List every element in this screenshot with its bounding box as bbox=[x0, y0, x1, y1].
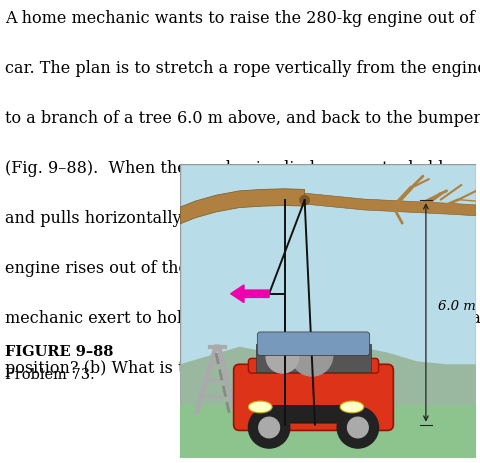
Text: (Fig. 9–88).  When the mechanic climbs up a stepladder: (Fig. 9–88). When the mechanic climbs up… bbox=[5, 160, 460, 177]
Circle shape bbox=[299, 195, 309, 205]
Polygon shape bbox=[180, 189, 304, 224]
Polygon shape bbox=[304, 193, 475, 216]
FancyBboxPatch shape bbox=[267, 406, 359, 423]
FancyBboxPatch shape bbox=[248, 358, 378, 373]
Ellipse shape bbox=[248, 401, 272, 413]
Polygon shape bbox=[180, 347, 475, 406]
Circle shape bbox=[248, 407, 289, 448]
FancyBboxPatch shape bbox=[255, 344, 371, 372]
Text: and pulls horizontally on the rope at its midpoint, the: and pulls horizontally on the rope at it… bbox=[5, 210, 440, 227]
Ellipse shape bbox=[339, 401, 363, 413]
Text: position? (b) What is the system’s mechanical advantage?: position? (b) What is the system’s mecha… bbox=[5, 360, 474, 377]
Text: engine rises out of the car. (a) How much force must the: engine rises out of the car. (a) How muc… bbox=[5, 260, 465, 277]
Circle shape bbox=[258, 417, 279, 438]
Text: 6.0 m: 6.0 m bbox=[437, 300, 475, 313]
FancyBboxPatch shape bbox=[233, 364, 393, 431]
FancyBboxPatch shape bbox=[257, 332, 369, 356]
Text: FIGURE 9–88: FIGURE 9–88 bbox=[5, 345, 113, 359]
Circle shape bbox=[265, 341, 298, 373]
Circle shape bbox=[336, 407, 378, 448]
Text: Problem 73.: Problem 73. bbox=[5, 368, 95, 382]
FancyArrow shape bbox=[230, 285, 269, 302]
Text: A home mechanic wants to raise the 280-kg engine out of a: A home mechanic wants to raise the 280-k… bbox=[5, 10, 480, 27]
FancyBboxPatch shape bbox=[180, 164, 475, 458]
Text: to a branch of a tree 6.0 m above, and back to the bumper: to a branch of a tree 6.0 m above, and b… bbox=[5, 110, 480, 127]
FancyBboxPatch shape bbox=[180, 406, 475, 458]
Circle shape bbox=[347, 417, 368, 438]
Circle shape bbox=[291, 335, 332, 376]
Text: car. The plan is to stretch a rope vertically from the engine: car. The plan is to stretch a rope verti… bbox=[5, 60, 480, 77]
Text: mechanic exert to hold the engine 0.50 m above its normal: mechanic exert to hold the engine 0.50 m… bbox=[5, 310, 480, 327]
